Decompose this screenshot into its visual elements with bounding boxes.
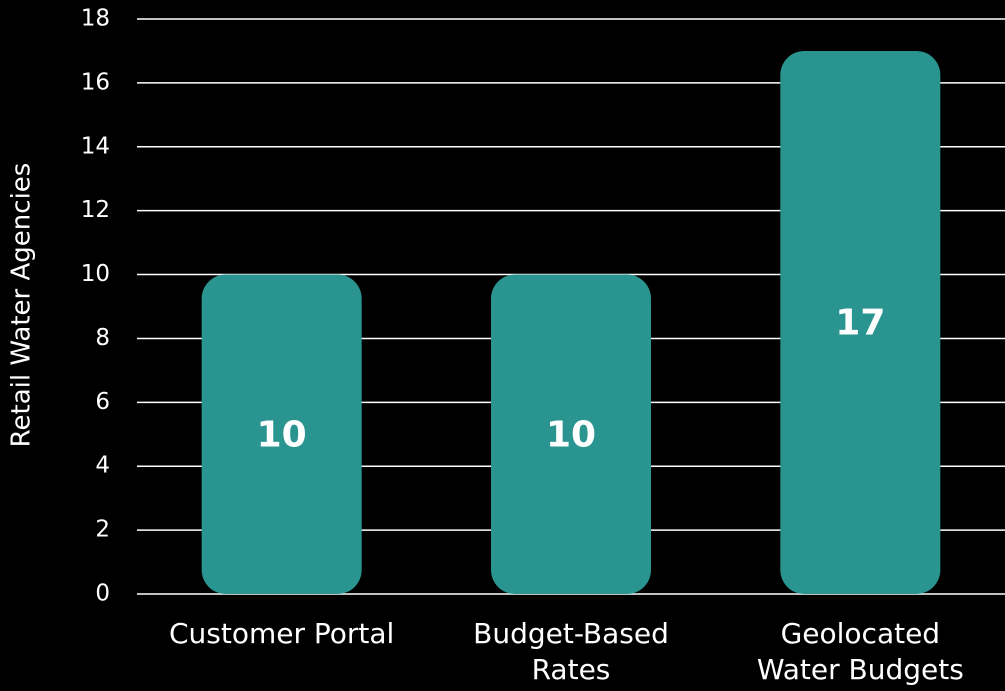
y-axis-title: Retail Water Agencies [7, 163, 37, 448]
x-tick-label: Geolocated Water Budgets [756, 617, 964, 686]
bar [201, 274, 362, 594]
x-tick-label: Budget-Based Rates [473, 617, 669, 686]
y-tick-label: 4 [95, 453, 110, 479]
bar [780, 50, 941, 594]
x-tick-label: Customer Portal [168, 617, 395, 650]
y-tick-label: 10 [81, 261, 110, 287]
y-tick-label: 12 [81, 197, 110, 223]
y-tick-label: 16 [81, 69, 110, 95]
data-label: 17 [835, 302, 885, 343]
y-tick-label: 2 [95, 517, 110, 543]
y-tick-label: 18 [81, 6, 110, 32]
bar [490, 274, 652, 594]
y-tick-label: 0 [95, 581, 110, 607]
data-label: 10 [257, 414, 307, 455]
data-label: 10 [546, 414, 596, 455]
y-tick-label: 6 [95, 389, 110, 415]
y-tick-label: 14 [81, 133, 110, 159]
y-tick-label: 8 [95, 325, 110, 351]
